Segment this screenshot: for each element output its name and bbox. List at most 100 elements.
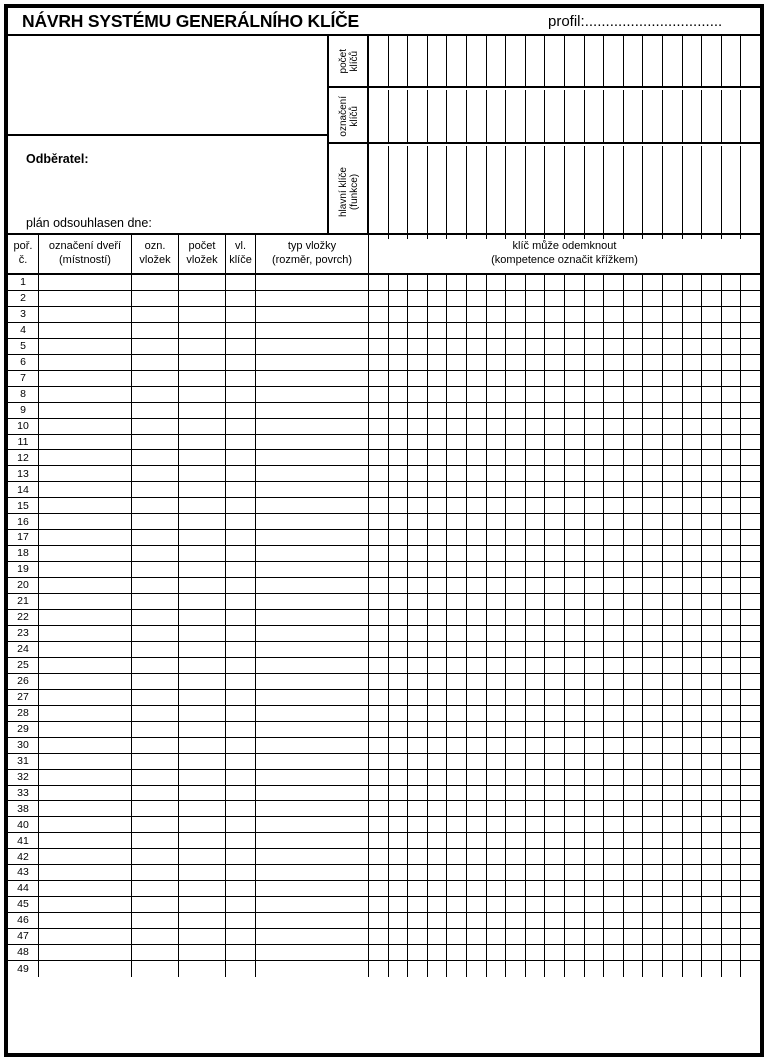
cell-typ-vlozky[interactable] [256, 929, 369, 945]
cell-typ-vlozky[interactable] [256, 657, 369, 673]
matrix-checkbox-cell[interactable] [447, 865, 467, 881]
cell-pocet-vlozek[interactable] [179, 737, 226, 753]
matrix-checkbox-cell[interactable] [369, 578, 389, 594]
cell-oznaceni-dveri[interactable] [39, 689, 132, 705]
header-grid-cell[interactable] [506, 90, 526, 142]
cell-ozn-vlozek[interactable] [132, 641, 179, 657]
matrix-checkbox-cell[interactable] [545, 625, 565, 641]
matrix-checkbox-cell[interactable] [428, 306, 448, 322]
matrix-checkbox-cell[interactable] [389, 913, 409, 929]
matrix-checkbox-cell[interactable] [487, 530, 507, 546]
cell-oznaceni-dveri[interactable] [39, 275, 132, 290]
matrix-checkbox-cell[interactable] [663, 801, 683, 817]
matrix-checkbox-cell[interactable] [487, 354, 507, 370]
cell-vl-klice[interactable] [226, 641, 256, 657]
matrix-checkbox-cell[interactable] [526, 625, 546, 641]
matrix-checkbox-cell[interactable] [487, 370, 507, 386]
cell-typ-vlozky[interactable] [256, 610, 369, 625]
matrix-checkbox-cell[interactable] [369, 849, 389, 865]
matrix-checkbox-cell[interactable] [526, 290, 546, 306]
header-grid-cell[interactable] [663, 36, 683, 86]
matrix-checkbox-cell[interactable] [624, 673, 644, 689]
cell-typ-vlozky[interactable] [256, 514, 369, 530]
cell-pocet-vlozek[interactable] [179, 338, 226, 354]
matrix-checkbox-cell[interactable] [408, 338, 428, 354]
matrix-checkbox-cell[interactable] [389, 753, 409, 769]
matrix-checkbox-cell[interactable] [585, 945, 605, 960]
matrix-checkbox-cell[interactable] [565, 865, 585, 881]
matrix-checkbox-cell[interactable] [624, 945, 644, 960]
matrix-checkbox-cell[interactable] [447, 849, 467, 865]
matrix-checkbox-cell[interactable] [643, 625, 663, 641]
matrix-checkbox-cell[interactable] [447, 833, 467, 849]
matrix-checkbox-cell[interactable] [722, 434, 742, 450]
cell-vl-klice[interactable] [226, 960, 256, 977]
matrix-checkbox-cell[interactable] [467, 562, 487, 578]
matrix-checkbox-cell[interactable] [526, 498, 546, 514]
cell-vl-klice[interactable] [226, 817, 256, 833]
matrix-checkbox-cell[interactable] [565, 849, 585, 865]
cell-vl-klice[interactable] [226, 753, 256, 769]
matrix-checkbox-cell[interactable] [487, 897, 507, 913]
matrix-checkbox-cell[interactable] [624, 897, 644, 913]
matrix-checkbox-cell[interactable] [447, 402, 467, 418]
matrix-checkbox-cell[interactable] [683, 290, 703, 306]
matrix-checkbox-cell[interactable] [408, 785, 428, 801]
matrix-checkbox-cell[interactable] [565, 434, 585, 450]
matrix-checkbox-cell[interactable] [389, 945, 409, 960]
matrix-checkbox-cell[interactable] [369, 881, 389, 897]
matrix-checkbox-cell[interactable] [643, 546, 663, 562]
matrix-checkbox-cell[interactable] [624, 306, 644, 322]
matrix-checkbox-cell[interactable] [428, 865, 448, 881]
header-grid-cell[interactable] [467, 90, 487, 142]
matrix-checkbox-cell[interactable] [604, 610, 624, 625]
matrix-checkbox-cell[interactable] [663, 625, 683, 641]
matrix-checkbox-cell[interactable] [389, 290, 409, 306]
header-grid-cell[interactable] [487, 90, 507, 142]
matrix-checkbox-cell[interactable] [643, 306, 663, 322]
matrix-checkbox-cell[interactable] [487, 386, 507, 402]
matrix-checkbox-cell[interactable] [506, 466, 526, 482]
matrix-checkbox-cell[interactable] [369, 913, 389, 929]
matrix-checkbox-cell[interactable] [545, 466, 565, 482]
matrix-checkbox-cell[interactable] [545, 578, 565, 594]
cell-ozn-vlozek[interactable] [132, 530, 179, 546]
cell-typ-vlozky[interactable] [256, 370, 369, 386]
matrix-checkbox-cell[interactable] [428, 370, 448, 386]
matrix-checkbox-cell[interactable] [565, 897, 585, 913]
cell-oznaceni-dveri[interactable] [39, 881, 132, 897]
cell-pocet-vlozek[interactable] [179, 418, 226, 434]
matrix-checkbox-cell[interactable] [741, 371, 760, 386]
matrix-checkbox-cell[interactable] [506, 753, 526, 769]
matrix-checkbox-cell[interactable] [722, 641, 742, 657]
matrix-checkbox-cell[interactable] [643, 673, 663, 689]
matrix-checkbox-cell[interactable] [369, 386, 389, 402]
matrix-checkbox-cell[interactable] [702, 625, 722, 641]
cell-typ-vlozky[interactable] [256, 960, 369, 977]
matrix-checkbox-cell[interactable] [702, 290, 722, 306]
matrix-checkbox-cell[interactable] [604, 625, 624, 641]
cell-ozn-vlozek[interactable] [132, 737, 179, 753]
matrix-checkbox-cell[interactable] [428, 466, 448, 482]
cell-typ-vlozky[interactable] [256, 785, 369, 801]
matrix-checkbox-cell[interactable] [467, 594, 487, 610]
cell-pocet-vlozek[interactable] [179, 881, 226, 897]
matrix-checkbox-cell[interactable] [741, 610, 760, 625]
matrix-checkbox-cell[interactable] [624, 801, 644, 817]
matrix-checkbox-cell[interactable] [585, 817, 605, 833]
matrix-checkbox-cell[interactable] [545, 945, 565, 960]
matrix-checkbox-cell[interactable] [565, 881, 585, 897]
matrix-checkbox-cell[interactable] [428, 705, 448, 721]
header-grid-cell[interactable] [643, 90, 663, 142]
matrix-checkbox-cell[interactable] [565, 338, 585, 354]
matrix-checkbox-cell[interactable] [624, 657, 644, 673]
matrix-checkbox-cell[interactable] [565, 689, 585, 705]
matrix-checkbox-cell[interactable] [389, 466, 409, 482]
matrix-checkbox-cell[interactable] [447, 514, 467, 530]
cell-pocet-vlozek[interactable] [179, 546, 226, 562]
header-grid-cell[interactable] [741, 36, 760, 86]
matrix-checkbox-cell[interactable] [741, 929, 760, 944]
matrix-checkbox-cell[interactable] [624, 530, 644, 546]
matrix-checkbox-cell[interactable] [369, 721, 389, 737]
matrix-checkbox-cell[interactable] [506, 657, 526, 673]
